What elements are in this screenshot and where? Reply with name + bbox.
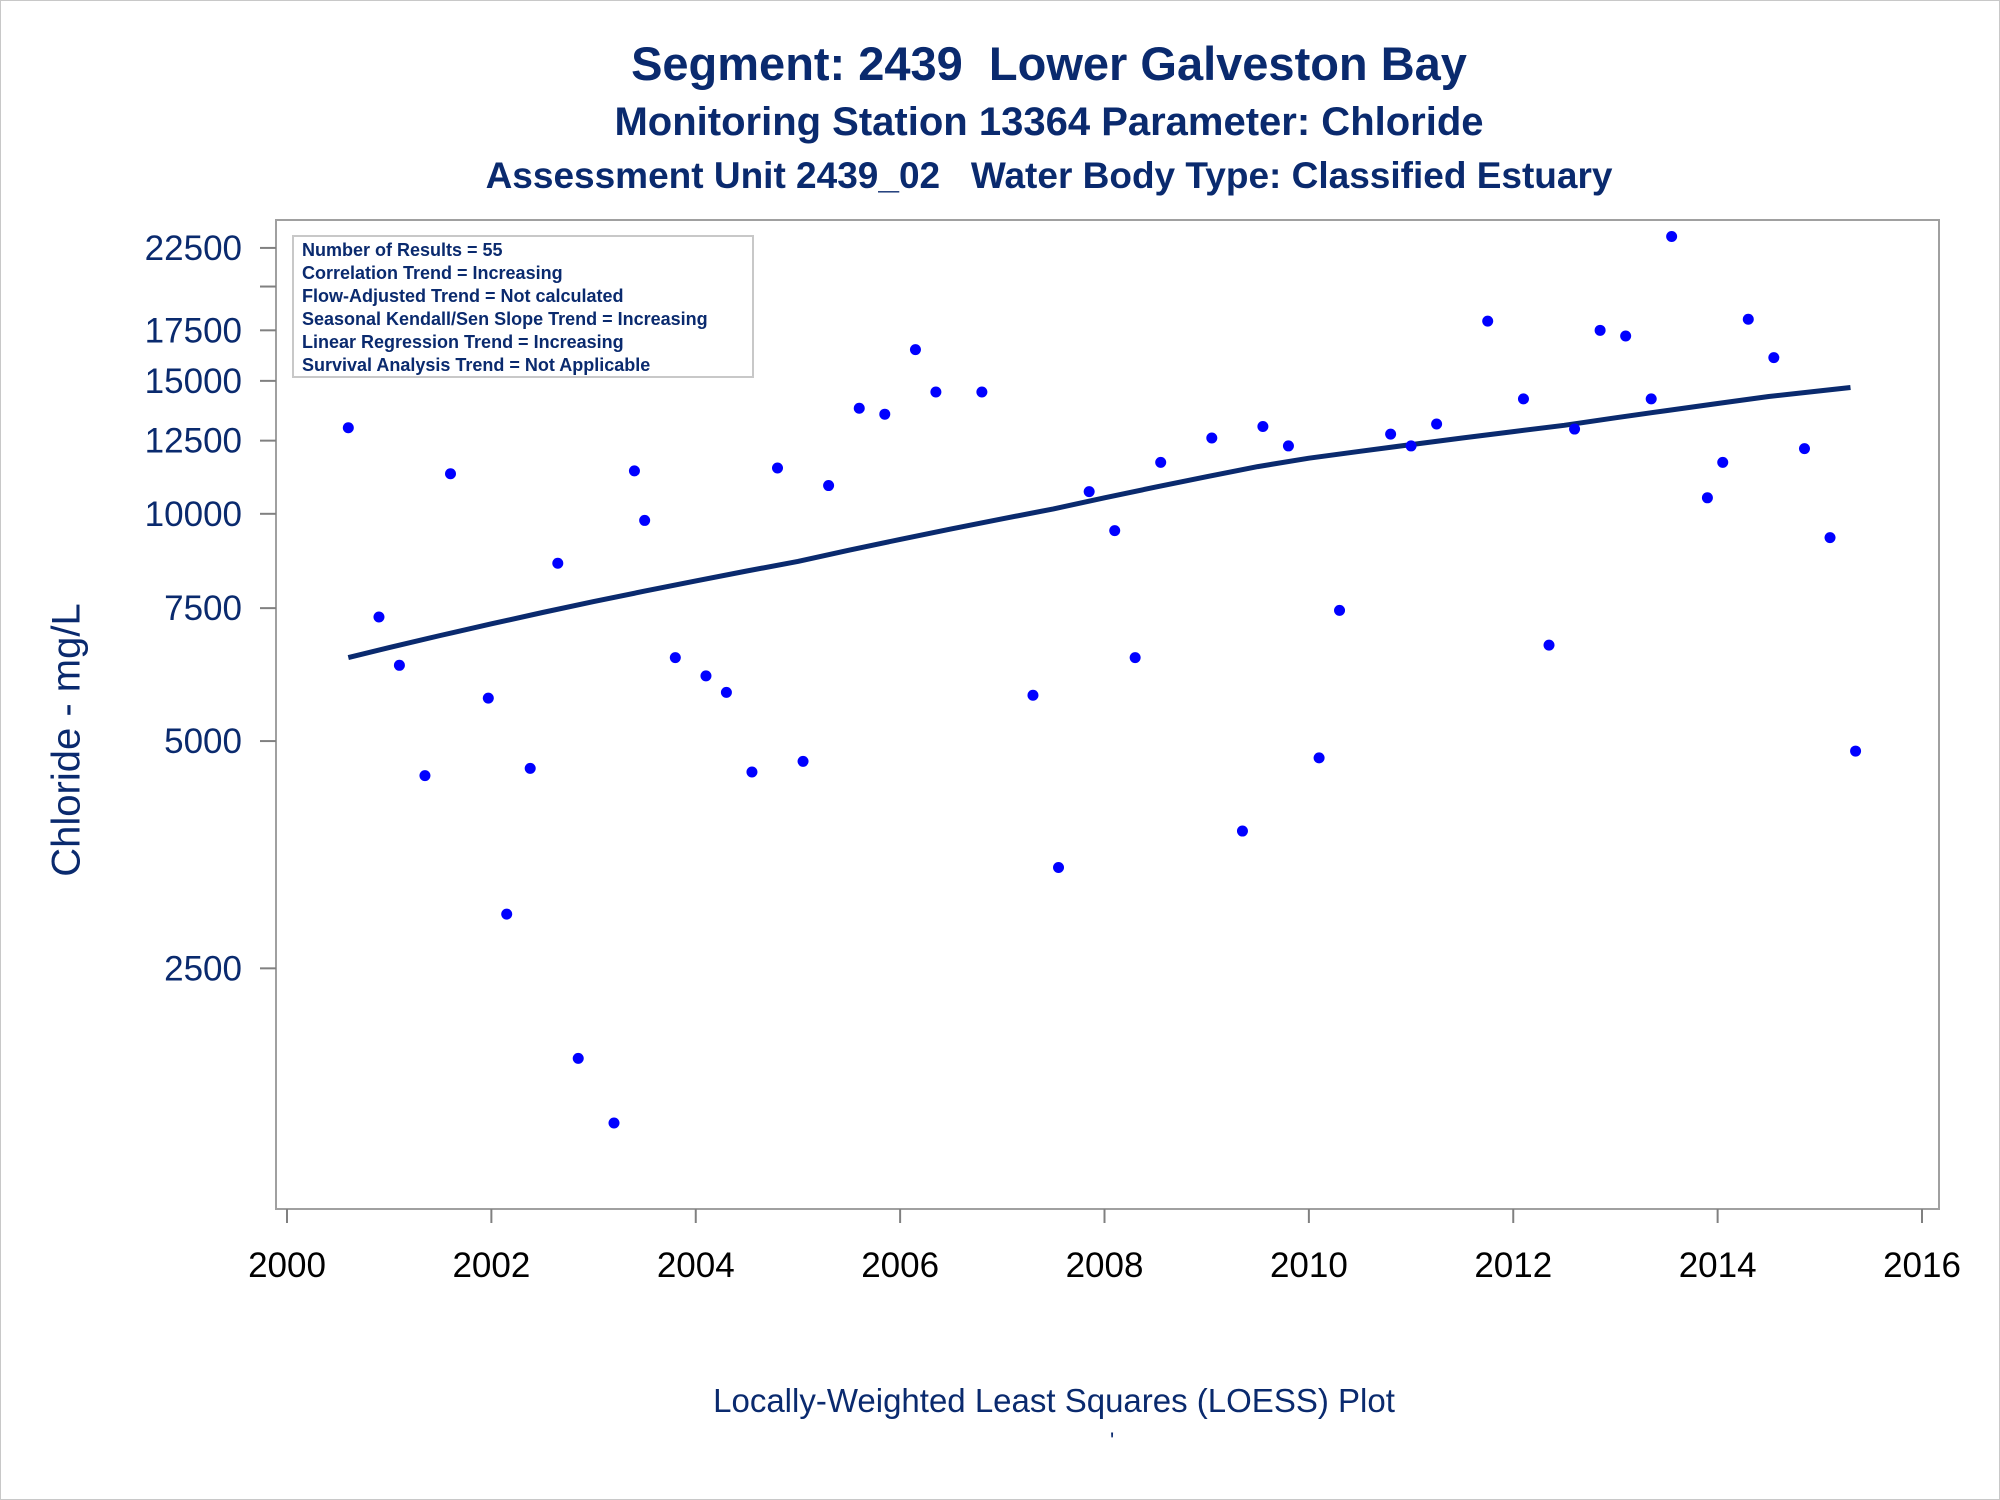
data-point xyxy=(482,692,494,704)
data-point xyxy=(1155,456,1167,468)
data-point xyxy=(1569,423,1581,435)
data-point xyxy=(552,557,564,569)
data-point xyxy=(1666,230,1678,242)
data-point xyxy=(572,1052,584,1064)
trend-stat-line: Seasonal Kendall/Sen Slope Trend = Incre… xyxy=(302,309,708,329)
data-point xyxy=(1405,440,1417,452)
data-point xyxy=(1053,862,1065,874)
data-point xyxy=(1431,418,1443,430)
x-axis-label: Locally-Weighted Least Squares (LOESS) P… xyxy=(713,1382,1395,1419)
data-point xyxy=(930,386,942,398)
data-point xyxy=(1645,393,1657,405)
chart-title: Segment: 2439 Lower Galveston Bay xyxy=(631,37,1467,90)
x-tick-label: 2002 xyxy=(452,1246,530,1285)
y-tick-label: 5000 xyxy=(164,722,242,761)
y-tick-label: 12500 xyxy=(145,422,242,461)
x-tick-label: 2000 xyxy=(248,1246,326,1285)
x-tick-label: 2010 xyxy=(1270,1246,1348,1285)
data-point xyxy=(1206,432,1218,444)
data-point xyxy=(720,686,732,698)
data-point xyxy=(419,770,431,782)
data-point xyxy=(1517,393,1529,405)
data-point xyxy=(909,344,921,356)
trend-stat-line: Correlation Trend = Increasing xyxy=(302,263,563,283)
data-point xyxy=(1742,313,1754,325)
data-point xyxy=(1282,440,1294,452)
data-point xyxy=(342,422,354,434)
data-point xyxy=(1109,525,1121,537)
data-point xyxy=(746,766,758,778)
data-point xyxy=(373,611,385,623)
x-tick-label: 2006 xyxy=(861,1246,939,1285)
data-point xyxy=(1798,443,1810,455)
data-point xyxy=(976,386,988,398)
trend-stat-line: Survival Analysis Trend = Not Applicable xyxy=(302,355,650,375)
trend-stats-border xyxy=(292,235,754,378)
data-point xyxy=(1027,689,1039,701)
data-point xyxy=(823,480,835,492)
data-point xyxy=(1717,456,1729,468)
loess-fit-line xyxy=(347,385,1851,661)
trend-stat-line: Flow-Adjusted Trend = Not calculated xyxy=(302,286,624,306)
data-point xyxy=(608,1117,620,1129)
data-point xyxy=(1543,639,1555,651)
data-point xyxy=(393,659,405,671)
x-tick-label: 2012 xyxy=(1474,1246,1552,1285)
chart-subtitle: Monitoring Station 13364 Parameter: Chlo… xyxy=(614,100,1484,144)
y-tick-label: 22500 xyxy=(145,229,242,268)
data-point xyxy=(1257,421,1269,433)
data-point xyxy=(1850,745,1862,757)
y-tick-label: 2500 xyxy=(164,949,242,988)
data-point xyxy=(1236,825,1248,837)
footer-mark: ' xyxy=(1110,1428,1115,1453)
data-point xyxy=(879,408,891,420)
data-point xyxy=(797,755,809,767)
data-point xyxy=(669,652,681,664)
data-point xyxy=(628,465,640,477)
data-point xyxy=(772,462,783,474)
scatter-points-layer xyxy=(342,230,1862,1129)
plot-area-frame xyxy=(275,219,1940,1210)
y-tick-label: 15000 xyxy=(145,362,242,401)
y-tick-label: 7500 xyxy=(164,589,242,628)
y-tick-label: 10000 xyxy=(145,495,242,534)
data-point xyxy=(1385,428,1397,440)
data-point xyxy=(445,468,456,480)
x-tick-label: 2014 xyxy=(1679,1246,1757,1285)
x-axis: 2000 2002 2004 2006 2008 2010 2012 2014 2016 xyxy=(248,1209,1961,1285)
chart-subtitle-2: Assessment Unit 2439_02 Water Body Type:… xyxy=(485,155,1613,196)
x-tick-label: 2004 xyxy=(657,1246,735,1285)
data-point xyxy=(1701,492,1713,504)
trend-stat-line: Linear Regression Trend = Increasing xyxy=(302,332,624,352)
data-point xyxy=(1334,604,1346,616)
data-point xyxy=(524,762,536,774)
data-point xyxy=(1083,486,1095,498)
data-point xyxy=(1482,315,1494,327)
data-point xyxy=(1313,752,1325,764)
data-point xyxy=(1129,652,1141,664)
trend-stat-line: Number of Results = 55 xyxy=(302,240,503,260)
data-point xyxy=(1824,532,1836,544)
data-point xyxy=(853,402,865,414)
data-point xyxy=(1594,324,1606,336)
data-point xyxy=(501,908,513,920)
x-tick-label: 2016 xyxy=(1883,1246,1961,1285)
loess-fit-layer xyxy=(347,385,1851,661)
data-point xyxy=(639,514,651,526)
data-point xyxy=(1620,330,1632,342)
data-point xyxy=(1768,352,1780,364)
y-axis: 2500 5000 7500 10000 12500 15000 17500 22500 xyxy=(145,229,276,988)
x-tick-label: 2008 xyxy=(1066,1246,1144,1285)
y-tick-label: 17500 xyxy=(145,311,242,350)
data-point xyxy=(700,670,712,682)
trend-stats-box: Number of Results = 55 Correlation Trend … xyxy=(292,235,754,378)
